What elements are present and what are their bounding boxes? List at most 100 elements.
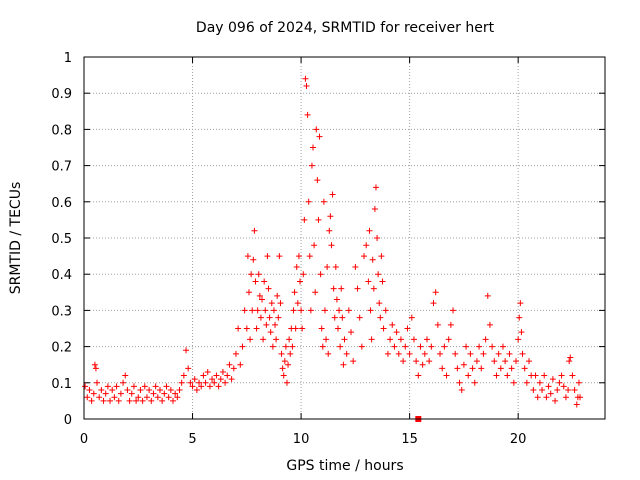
data-point — [126, 397, 133, 404]
data-point — [295, 253, 302, 260]
data-point — [334, 325, 341, 332]
data-point — [159, 397, 166, 404]
data-point — [320, 198, 327, 205]
data-point — [371, 206, 378, 213]
data-point — [331, 314, 338, 321]
y-tick-label: 0.5 — [51, 232, 72, 247]
chart-title: Day 096 of 2024, SRMTID for receiver her… — [196, 20, 495, 36]
data-point — [310, 144, 317, 151]
data-point — [374, 235, 381, 241]
data-point — [534, 394, 541, 401]
data-point — [124, 387, 131, 394]
data-point — [174, 394, 181, 401]
data-point — [318, 325, 325, 332]
data-point — [183, 347, 190, 354]
data-point — [222, 379, 229, 386]
data-point — [523, 379, 530, 386]
data-point — [324, 263, 331, 270]
data-point — [180, 372, 187, 379]
data-point — [285, 361, 292, 368]
data-point — [340, 361, 347, 368]
data-point — [445, 336, 452, 343]
x-tick-label: 5 — [188, 432, 196, 447]
data-point — [499, 343, 506, 350]
data-point — [152, 383, 159, 390]
data-point — [98, 387, 105, 394]
data-point — [311, 242, 318, 249]
data-point — [312, 289, 319, 296]
data-point — [302, 75, 309, 82]
data-point — [480, 350, 487, 357]
data-point — [209, 376, 216, 383]
data-point — [262, 307, 269, 314]
data-point — [274, 292, 281, 299]
data-point — [120, 379, 127, 386]
data-point — [410, 336, 417, 343]
data-point — [264, 253, 271, 260]
data-point — [206, 383, 213, 390]
data-point — [306, 253, 313, 260]
data-point — [526, 358, 533, 365]
data-point — [290, 307, 297, 314]
data-point — [558, 372, 565, 379]
data-point — [102, 390, 109, 397]
data-point — [380, 325, 387, 332]
data-point — [84, 394, 91, 401]
data-point — [141, 383, 148, 390]
data-point — [283, 379, 290, 386]
data-point — [352, 263, 359, 270]
data-point — [215, 383, 222, 390]
data-point — [336, 307, 343, 314]
data-point — [489, 343, 496, 350]
data-point — [554, 387, 561, 394]
data-point — [92, 365, 99, 372]
data-point — [272, 321, 279, 328]
data-point — [304, 111, 311, 118]
data-point — [137, 387, 144, 394]
data-point — [189, 383, 196, 390]
data-point — [536, 379, 543, 386]
data-point — [573, 401, 580, 408]
data-point — [575, 379, 582, 386]
data-point — [450, 307, 457, 314]
data-point — [292, 325, 299, 332]
data-point — [389, 321, 396, 328]
data-point — [463, 343, 470, 350]
data-point — [432, 289, 439, 296]
data-point — [266, 314, 273, 321]
x-tick-label: 10 — [293, 432, 310, 447]
data-point — [156, 387, 163, 394]
data-point — [239, 343, 246, 350]
data-point — [82, 383, 89, 390]
data-point — [294, 300, 301, 307]
data-point — [543, 394, 550, 401]
data-point — [549, 376, 556, 383]
data-point — [397, 336, 404, 343]
data-point — [337, 343, 344, 350]
data-point — [241, 307, 248, 314]
data-point — [170, 397, 177, 404]
data-point — [473, 358, 480, 365]
data-point — [107, 397, 114, 404]
data-point — [452, 350, 459, 357]
data-marks — [82, 75, 584, 422]
data-point — [113, 383, 120, 390]
data-point — [256, 292, 263, 299]
data-point — [224, 372, 231, 379]
data-point — [562, 394, 569, 401]
data-point — [329, 191, 336, 198]
x-tick-label: 15 — [401, 432, 418, 447]
data-point — [454, 365, 461, 372]
data-point — [437, 350, 444, 357]
data-point — [303, 82, 310, 89]
axis-ticks: 0 5 10 15 20 0 0.1 0.2 0.3 0.4 0.5 0.6 0.7 0.8 0.9 1 — [51, 51, 605, 447]
data-point — [243, 325, 250, 332]
data-point — [434, 321, 441, 328]
data-point — [250, 256, 257, 263]
data-point — [219, 368, 226, 375]
data-point — [267, 329, 274, 336]
data-point — [319, 343, 326, 350]
data-point — [339, 314, 346, 321]
data-point — [244, 253, 251, 260]
